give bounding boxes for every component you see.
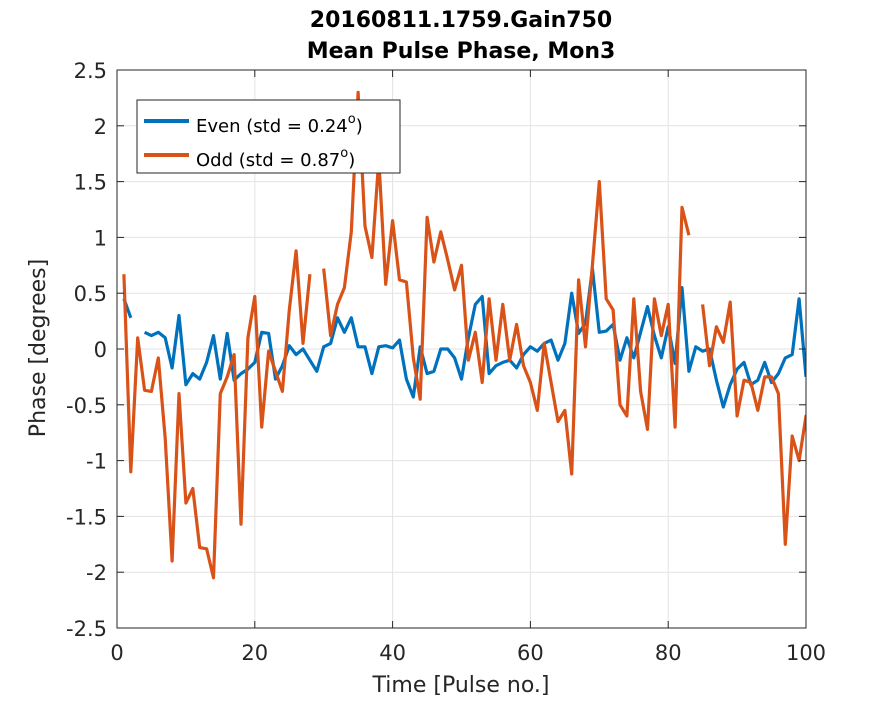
y-tick-label: 1.5 [74,171,107,195]
y-tick-label: -1.5 [66,505,107,529]
y-tick-label: -0.5 [66,394,107,418]
series-line-odd [122,90,806,580]
x-tick-label: 60 [517,641,544,665]
x-tick-label: 100 [786,641,826,665]
y-tick-label: 2.5 [74,59,107,83]
y-tick-label: -1 [86,450,107,474]
y-tick-label: 0.5 [74,282,107,306]
chart-subtitle: Mean Pulse Phase, Mon3 [307,39,616,64]
series-layer [122,90,806,580]
legend-entry-odd: Odd (std = 0.87o) [196,146,355,171]
chart-title: 20160811.1759.Gain750 [310,8,612,33]
legend: Even (std = 0.24o) Odd (std = 0.87o) [136,99,401,174]
tick-marks [116,69,807,629]
x-axis-label: Time [Pulse no.] [372,673,550,698]
x-tick-labels: 0 20 40 60 80 100 [110,641,826,665]
legend-entry-even: Even (std = 0.24o) [196,112,363,137]
y-tick-label: 0 [94,338,107,362]
x-tick-label: 40 [379,641,406,665]
y-tick-labels: -2.5 -2 -1.5 -1 -0.5 0 0.5 1 1.5 2 2.5 [66,59,107,641]
y-tick-label: 2 [94,115,107,139]
legend-box [136,99,401,174]
y-axis-label: Phase [degrees] [26,259,51,437]
y-tick-label: 1 [94,226,107,250]
x-tick-label: 80 [655,641,682,665]
x-tick-label: 20 [241,641,268,665]
y-tick-label: -2 [86,561,107,585]
y-tick-label: -2.5 [66,617,107,641]
x-tick-label: 0 [110,641,123,665]
